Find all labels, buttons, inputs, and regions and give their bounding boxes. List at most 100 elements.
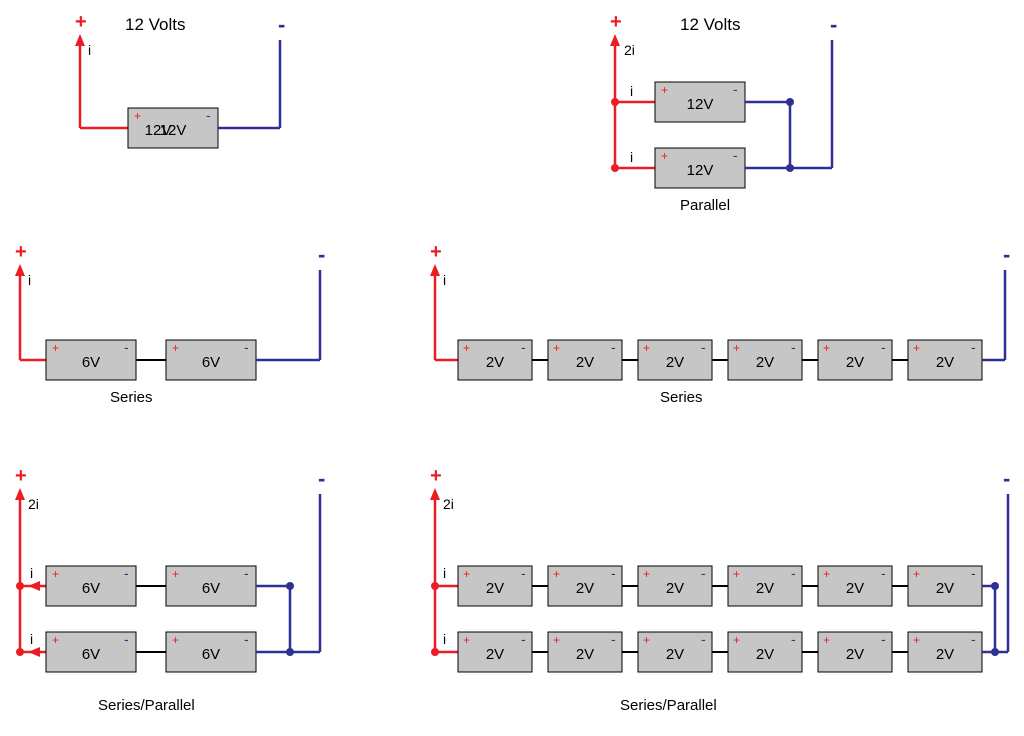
panel-single: 12 Volts + - i + - 12V 12V 12V	[75, 11, 285, 148]
p3-caption: Series	[110, 389, 153, 406]
svg-text:2V: 2V	[756, 580, 774, 597]
svg-text:2V: 2V	[576, 646, 594, 663]
svg-text:-: -	[733, 147, 738, 163]
p2-caption: Parallel	[680, 197, 730, 214]
svg-text:i: i	[30, 565, 33, 581]
svg-text:-: -	[521, 565, 526, 581]
svg-text:+: +	[661, 149, 668, 163]
svg-text:2V: 2V	[756, 646, 774, 663]
svg-text:2V: 2V	[486, 580, 504, 597]
svg-text:+: +	[913, 633, 920, 647]
p1-title: 12 Volts	[125, 15, 186, 34]
p2-2i: 2i	[624, 42, 635, 58]
svg-text:-: -	[124, 339, 129, 355]
svg-text:2V: 2V	[936, 646, 954, 663]
svg-text:-: -	[791, 565, 796, 581]
p1-plus: +	[75, 11, 87, 33]
p4-caption: Series	[660, 389, 703, 406]
svg-text:+: +	[52, 567, 59, 581]
panel-sp-6v: + - 2i i i + - 6V + - 6V + - 6V + - 6V	[15, 465, 325, 714]
svg-text:2V: 2V	[936, 580, 954, 597]
svg-text:12V: 12V	[160, 122, 187, 139]
svg-text:+: +	[463, 633, 470, 647]
svg-text:-: -	[1003, 242, 1010, 267]
svg-text:-: -	[244, 339, 249, 355]
svg-text:+: +	[643, 341, 650, 355]
panel-series-2v: + - i + - 2V + - 2V + - 2V + - 2V	[430, 241, 1010, 406]
svg-text:2V: 2V	[846, 646, 864, 663]
svg-text:-: -	[881, 631, 886, 647]
svg-text:+: +	[913, 567, 920, 581]
svg-text:-: -	[971, 339, 976, 355]
svg-text:-: -	[971, 631, 976, 647]
svg-text:+: +	[172, 567, 179, 581]
svg-text:-: -	[791, 339, 796, 355]
p4-batteries: + - 2V + - 2V + - 2V + - 2V + - 2V	[458, 339, 982, 380]
svg-text:+: +	[643, 633, 650, 647]
svg-text:6V: 6V	[202, 580, 220, 597]
svg-text:-: -	[611, 631, 616, 647]
svg-text:-: -	[611, 565, 616, 581]
svg-text:-: -	[611, 339, 616, 355]
svg-text:6V: 6V	[82, 646, 100, 663]
svg-text:+: +	[172, 341, 179, 355]
svg-text:6V: 6V	[82, 580, 100, 597]
svg-text:2V: 2V	[936, 354, 954, 371]
svg-text:12V: 12V	[687, 96, 714, 113]
svg-text:i: i	[30, 631, 33, 647]
svg-text:2i: 2i	[443, 496, 454, 512]
svg-text:+: +	[733, 567, 740, 581]
svg-text:+: +	[430, 241, 442, 263]
svg-text:-: -	[244, 631, 249, 647]
svg-text:2i: 2i	[28, 496, 39, 512]
svg-text:+: +	[52, 341, 59, 355]
p1-i: i	[88, 42, 91, 58]
svg-text:2V: 2V	[486, 646, 504, 663]
svg-text:2V: 2V	[486, 354, 504, 371]
p2-plus: +	[610, 11, 622, 33]
svg-text:2V: 2V	[846, 354, 864, 371]
svg-text:+: +	[463, 567, 470, 581]
svg-text:-: -	[971, 565, 976, 581]
svg-text:12V: 12V	[687, 162, 714, 179]
svg-text:-: -	[1003, 466, 1010, 491]
svg-text:-: -	[318, 466, 325, 491]
panel-parallel: 12 Volts + - 2i i i + - 12V + - 12V Para…	[610, 11, 837, 214]
svg-text:-: -	[701, 631, 706, 647]
p5-caption: Series/Parallel	[98, 697, 195, 714]
svg-text:+: +	[15, 465, 27, 487]
svg-text:-: -	[881, 565, 886, 581]
svg-text:+: +	[661, 83, 668, 97]
p6-caption: Series/Parallel	[620, 697, 717, 714]
svg-text:-: -	[791, 631, 796, 647]
svg-text:-: -	[521, 339, 526, 355]
p1-minus: -	[278, 12, 285, 37]
svg-text:+: +	[15, 241, 27, 263]
svg-text:2V: 2V	[666, 580, 684, 597]
svg-text:2V: 2V	[756, 354, 774, 371]
svg-text:+: +	[733, 341, 740, 355]
svg-text:i: i	[443, 565, 446, 581]
svg-text:6V: 6V	[82, 354, 100, 371]
svg-text:+: +	[823, 567, 830, 581]
svg-text:+: +	[134, 109, 141, 123]
svg-text:2V: 2V	[576, 354, 594, 371]
svg-text:+: +	[430, 465, 442, 487]
svg-text:+: +	[52, 633, 59, 647]
svg-text:2V: 2V	[576, 580, 594, 597]
svg-text:6V: 6V	[202, 354, 220, 371]
svg-text:-: -	[701, 565, 706, 581]
svg-text:+: +	[913, 341, 920, 355]
svg-text:-: -	[881, 339, 886, 355]
svg-text:-: -	[206, 107, 211, 123]
p1-arrow-up	[75, 34, 85, 46]
panel-sp-2v: + - 2i i i +-2V +-2V +-2V +-2V +-2V +-2V…	[430, 465, 1010, 714]
svg-text:-: -	[124, 565, 129, 581]
circuit-diagram: 12 Volts + - i + - 12V 12V 12V 12 Volts …	[0, 0, 1024, 736]
svg-text:2V: 2V	[666, 646, 684, 663]
p2-i2: i	[630, 149, 633, 165]
svg-text:+: +	[172, 633, 179, 647]
svg-text:i: i	[443, 272, 446, 288]
svg-text:-: -	[733, 81, 738, 97]
svg-text:-: -	[244, 565, 249, 581]
